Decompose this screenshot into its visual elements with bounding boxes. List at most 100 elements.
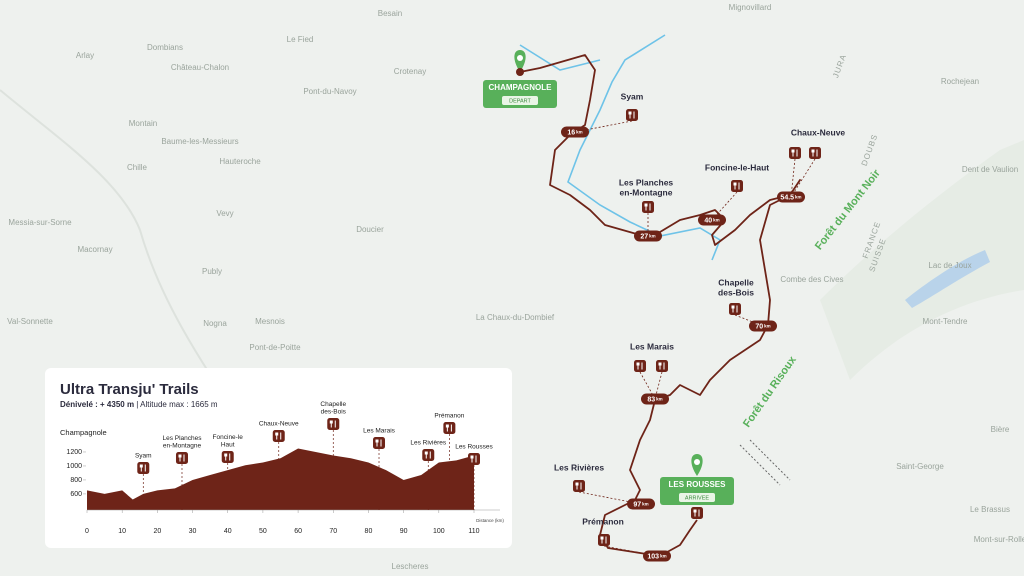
poi-glyph: [733, 182, 740, 190]
x-tick-label: 20: [153, 528, 161, 535]
place-name: Combe des Cives: [780, 275, 843, 284]
marker-label: Chaux-Neuve: [259, 421, 299, 428]
marker-label: Syam: [135, 453, 152, 460]
km-badge-text: 27km: [640, 233, 655, 240]
marker-label: Haut: [221, 442, 235, 449]
km-unit: km: [649, 234, 656, 239]
profile-start-label: Champagnole: [60, 428, 107, 437]
poi-glyph: [628, 111, 635, 119]
poi-icon: [327, 418, 340, 430]
poi-icon: [634, 360, 646, 372]
km-value: 70: [755, 323, 763, 330]
place-name: Lac de Joux: [928, 261, 971, 270]
poi-glyph: [811, 149, 818, 157]
km-unit: km: [660, 554, 667, 559]
km-value: 103: [647, 553, 659, 560]
map-pin-dot: [694, 459, 700, 465]
profile-title: Ultra Transju' Trails: [60, 381, 199, 398]
marker-label: Les Marais: [363, 428, 396, 435]
gain-label: Dénivelé :: [60, 400, 98, 409]
place-name: Publy: [202, 267, 222, 276]
place-name: Nogna: [203, 319, 227, 328]
waypoint-name: Prémanon: [582, 516, 624, 526]
km-value: 83: [647, 396, 655, 403]
poi-icon: [175, 452, 188, 464]
marker-label: Prémanon: [434, 413, 464, 420]
marker-label: Chapelle: [320, 401, 346, 408]
km-badge: [777, 191, 805, 203]
km-value: 16: [567, 129, 575, 136]
gain-value: + 4350 m: [100, 400, 134, 409]
max-altitude: | Altitude max : 1665 m: [136, 400, 218, 409]
place-name: Dent de Vaulion: [962, 165, 1018, 174]
km-value: 27: [640, 233, 648, 240]
start-tag: DEPART: [509, 98, 531, 104]
poi-glyph: [731, 305, 738, 313]
poi-glyph: [470, 455, 477, 463]
finish-tag: ARRIVEE: [685, 495, 709, 501]
poi-glyph: [224, 453, 231, 461]
elevation-area: [87, 448, 474, 510]
x-tick-label: 110: [468, 528, 479, 535]
elevation-summary: Dénivelé : + 4350 m | Altitude max : 166…: [60, 400, 218, 409]
poi-icon: [598, 534, 610, 546]
y-tick-label: 800: [70, 477, 82, 484]
km-badge: [634, 230, 662, 242]
poi-icon: [422, 449, 435, 461]
place-name: Mont-sur-Rolle: [974, 535, 1024, 544]
poi-icon: [642, 201, 654, 213]
place-name: Pont-du-Navoy: [303, 87, 356, 96]
place-name: Chille: [127, 163, 148, 172]
marker-label: en-Montagne: [163, 443, 202, 450]
poi-glyph: [636, 362, 643, 370]
place-name: Val-Sonnette: [7, 317, 53, 326]
waypoint-name: Les Planches: [619, 177, 674, 187]
poi-icon: [691, 507, 703, 519]
x-tick-label: 80: [365, 528, 373, 535]
waypoint-name: en-Montagne: [620, 187, 673, 197]
finish-tag-bg: [679, 493, 715, 502]
place-name: Hauteroche: [219, 157, 261, 166]
km-badge-text: 16km: [567, 129, 582, 136]
km-badge-text: 97km: [633, 501, 648, 508]
map-pin-dot: [517, 55, 523, 61]
km-badge-text: 83km: [647, 396, 662, 403]
km-badge-text: 103km: [647, 553, 666, 560]
place-name: Pont-de-Poitte: [249, 343, 301, 352]
marker-label: Les Rivières: [410, 440, 447, 447]
y-tick-label: 1200: [66, 449, 82, 456]
km-unit: km: [656, 397, 663, 402]
y-tick-label: 1000: [66, 463, 82, 470]
waypoint-name: des-Bois: [718, 287, 754, 297]
start-point: [516, 68, 524, 76]
place-name: Montain: [129, 119, 157, 128]
poi-icon: [443, 422, 456, 434]
poi-glyph: [275, 432, 282, 440]
km-badge: [627, 498, 655, 510]
km-badge-text: 40km: [704, 217, 719, 224]
km-badge: [643, 550, 671, 562]
poi-icon: [221, 451, 234, 463]
x-tick-label: 70: [329, 528, 337, 535]
x-tick-label: 40: [224, 528, 232, 535]
poi-icon: [373, 437, 386, 449]
waypoint-name: Chaux-Neuve: [791, 127, 846, 137]
km-value: 40: [704, 217, 712, 224]
km-badge: [641, 393, 669, 405]
river: [519, 34, 721, 261]
marker-label: Les Planches: [162, 435, 202, 442]
waypoint-name: Chapelle: [718, 277, 754, 287]
x-tick-label: 30: [189, 528, 197, 535]
poi-icon: [809, 147, 821, 159]
x-axis-label: Distance (km): [476, 518, 504, 523]
place-name: Rochejean: [941, 77, 979, 86]
place-name: Bière: [991, 425, 1010, 434]
border: [739, 439, 791, 486]
waypoint-name: Les Rivières: [554, 462, 604, 472]
marker-label: des-Bois: [321, 409, 347, 416]
poi-icon: [573, 480, 585, 492]
place-name: Mesnois: [255, 317, 285, 326]
leader: [654, 371, 663, 400]
place-name: Mignovillard: [729, 3, 772, 12]
